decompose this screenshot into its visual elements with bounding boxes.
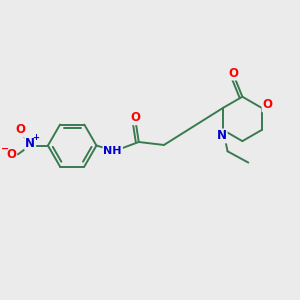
Text: N: N: [25, 137, 35, 150]
Text: +: +: [32, 133, 39, 142]
Text: N: N: [217, 129, 227, 142]
Text: O: O: [262, 98, 272, 111]
Text: −: −: [1, 144, 9, 154]
Text: O: O: [229, 67, 238, 80]
Text: NH: NH: [103, 146, 122, 156]
Text: O: O: [131, 111, 141, 124]
Text: O: O: [6, 148, 16, 161]
Text: O: O: [15, 123, 26, 136]
